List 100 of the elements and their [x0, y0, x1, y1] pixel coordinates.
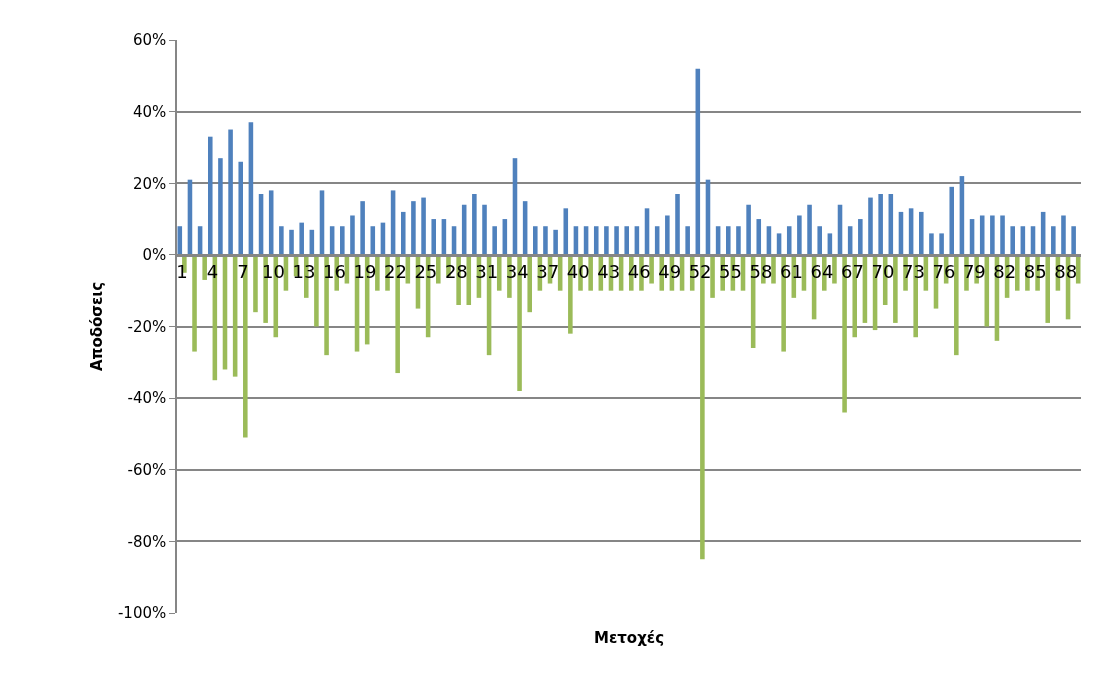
bar	[543, 226, 548, 255]
bar	[1071, 226, 1076, 255]
bar	[990, 215, 995, 255]
x-tick-label: 7	[237, 261, 249, 283]
bar	[253, 254, 258, 313]
bar	[228, 129, 233, 255]
bar	[360, 201, 365, 255]
bar	[350, 215, 355, 255]
x-tick-label: 28	[444, 261, 468, 283]
bar	[939, 233, 944, 255]
x-tick-label: 64	[810, 261, 834, 283]
x-tick-label: 82	[993, 261, 1017, 283]
bar	[299, 222, 304, 255]
x-tick-label: 52	[688, 261, 712, 283]
bar	[649, 254, 654, 284]
bar	[675, 193, 680, 255]
bar	[1051, 226, 1056, 255]
bar	[192, 254, 197, 352]
bar	[436, 254, 441, 284]
bar	[207, 136, 213, 255]
x-tick-label: 46	[627, 261, 651, 283]
bar	[878, 193, 883, 255]
x-tick-label: 10	[262, 261, 285, 283]
bar	[527, 254, 532, 313]
bar	[918, 211, 924, 255]
bar	[289, 229, 294, 255]
x-tick-label: 40	[566, 261, 590, 283]
x-tick-label: 31	[475, 261, 499, 283]
bar	[807, 204, 812, 255]
bar	[431, 219, 437, 255]
y-tick-label: -80%	[127, 532, 167, 551]
bar	[832, 254, 837, 284]
y-tick-label: 40%	[132, 102, 167, 121]
bar	[466, 254, 472, 306]
bar	[553, 229, 558, 255]
x-tick-label: 55	[719, 261, 743, 283]
bar	[710, 254, 715, 298]
bar	[726, 226, 731, 255]
y-tick-label: -100%	[117, 604, 167, 623]
y-tick-label: -40%	[127, 389, 167, 408]
bar	[314, 254, 319, 327]
bar	[858, 219, 863, 255]
x-tick-label: 67	[841, 261, 864, 283]
x-tick-label: 43	[597, 261, 621, 283]
y-tick-label: 0%	[142, 246, 167, 265]
bar	[472, 193, 477, 255]
bar	[949, 186, 955, 255]
x-tick-label: 70	[871, 261, 895, 283]
x-tick-label: 49	[658, 261, 682, 283]
y-tick-label: 60%	[132, 31, 167, 50]
x-tick-label: 1	[176, 261, 188, 283]
y-tick-label: 20%	[132, 174, 167, 193]
bar	[411, 201, 416, 255]
x-axis-title: Μετοχές	[594, 629, 665, 647]
y-tick-label: -20%	[127, 317, 167, 336]
bar	[979, 215, 985, 255]
bar	[563, 208, 569, 255]
bar	[340, 226, 345, 255]
bar	[1000, 215, 1005, 255]
bar	[797, 215, 802, 255]
bar	[202, 254, 207, 280]
bar	[786, 226, 792, 255]
bar	[238, 161, 244, 255]
bar	[685, 226, 690, 255]
bar	[1014, 254, 1020, 291]
bar	[954, 254, 959, 356]
bar	[588, 254, 593, 291]
bar	[868, 197, 873, 255]
x-tick-label: 88	[1054, 261, 1078, 283]
bar	[1045, 254, 1051, 323]
x-tick-label: 37	[536, 261, 560, 283]
bar	[482, 204, 487, 255]
bar	[756, 219, 762, 255]
x-tick-label: 61	[780, 261, 803, 283]
x-tick-label: 73	[901, 261, 925, 283]
bar	[624, 226, 629, 255]
bar	[665, 215, 670, 255]
bar	[533, 226, 538, 255]
bar	[492, 226, 497, 255]
bar	[736, 226, 741, 255]
bar	[614, 226, 619, 255]
x-tick-label: 19	[353, 261, 377, 283]
bar	[279, 226, 284, 255]
bar	[771, 254, 776, 284]
bar	[746, 204, 751, 255]
bar	[817, 226, 822, 255]
bar	[218, 158, 223, 255]
bar	[421, 197, 426, 255]
y-tick-label: -60%	[127, 461, 167, 479]
x-tick-label: 34	[505, 261, 529, 283]
bar	[496, 254, 502, 291]
x-tick-label: 58	[749, 261, 773, 283]
bar	[1061, 215, 1066, 255]
bar	[1010, 226, 1015, 255]
y-axis-title: Αποδόσεις	[87, 281, 106, 372]
x-tick-label: 22	[383, 261, 407, 283]
x-tick-label: 25	[414, 261, 438, 283]
bar	[929, 233, 934, 255]
x-tick-label: 85	[1023, 261, 1047, 283]
bar	[375, 254, 380, 291]
